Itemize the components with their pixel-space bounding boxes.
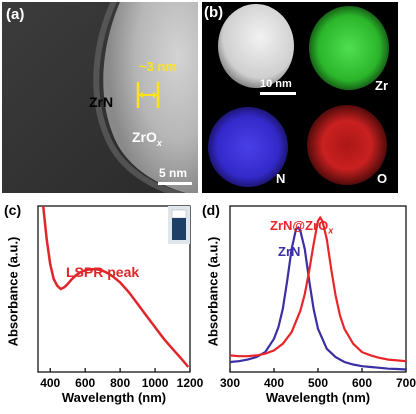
x-tick-label: 400	[264, 376, 284, 390]
x-tick-label: 600	[352, 376, 372, 390]
panel-a-label: (a)	[6, 6, 25, 23]
panel-a-scalebar-label: 5 nm	[159, 166, 188, 180]
chart-d-ylabel: Absorbance (a.u.)	[205, 236, 221, 347]
panel-b-scalebar-label: 10 nm	[260, 78, 292, 90]
shell-label-zrox: ZrOx	[132, 129, 162, 148]
o-map: O	[301, 99, 398, 193]
chart-c-xlabel: Wavelength (nm)	[61, 390, 167, 405]
x-tick-label: 400	[40, 376, 60, 390]
x-tick-label: 1200	[177, 376, 204, 390]
x-tick-label: 600	[75, 376, 95, 390]
stem-image-graphic	[2, 2, 198, 193]
chart-d-svg: 300 400 500 600 700	[220, 205, 416, 390]
chart-c-ylabel: Absorbance (a.u.)	[5, 236, 21, 347]
n-map: N	[202, 99, 299, 193]
panel-b-label: (b)	[204, 4, 224, 21]
chart-d-series-zrn-line	[229, 226, 407, 371]
x-tick-label: 300	[220, 376, 240, 390]
zr-map: Zr	[301, 2, 398, 97]
legend-zrn-zrox: ZrN@ZrOx	[270, 218, 334, 236]
haadf-map: (b) 10 nm	[202, 2, 299, 97]
vial-inset-photo	[168, 206, 190, 244]
chart-d-series-zrn-zrox-line	[229, 215, 407, 363]
zr-particle	[309, 6, 389, 90]
shell-thickness-label: ~3 nm	[139, 59, 177, 74]
haadf-particle	[218, 4, 294, 88]
core-label-zrn: ZrN	[89, 94, 114, 110]
chart-c-series-line	[41, 205, 190, 368]
x-tick-label: 1000	[142, 376, 169, 390]
chart-d-xlabel: Wavelength (nm)	[265, 390, 371, 405]
chart-c-svg: 400 600 800 1000 1200	[37, 205, 204, 390]
panel-a-scalebar	[158, 182, 192, 185]
n-particle	[208, 107, 288, 187]
x-tick-label: 700	[396, 376, 416, 390]
panel-d-label: (d)	[202, 202, 220, 218]
x-tick-label: 500	[308, 376, 328, 390]
zr-map-label: Zr	[375, 78, 388, 93]
lspr-peak-annotation: LSPR peak	[66, 264, 140, 280]
chart-c-plot-frame	[37, 205, 191, 373]
panel-d-chart: 300 400 500 600 700 (d) ZrN@ZrOx ZrN Absorba…	[202, 200, 416, 409]
n-map-label: N	[276, 171, 286, 186]
panel-b-scalebar	[260, 92, 296, 95]
o-map-label: O	[377, 171, 388, 186]
panel-c-chart: 400 600 800 1000 1200 (c) LSPR peak Absorban…	[0, 200, 208, 409]
thickness-bracket	[136, 82, 160, 108]
x-tick-label: 800	[110, 376, 130, 390]
o-particle	[307, 105, 387, 185]
panel-b-eds-maps: (b) 10 nm Zr	[202, 2, 398, 193]
panel-c-label: (c)	[4, 202, 22, 218]
panel-a-stem-image: (a) ~3 nm ZrN ZrOx 5 nm	[2, 2, 198, 193]
legend-zrn: ZrN	[278, 244, 301, 259]
